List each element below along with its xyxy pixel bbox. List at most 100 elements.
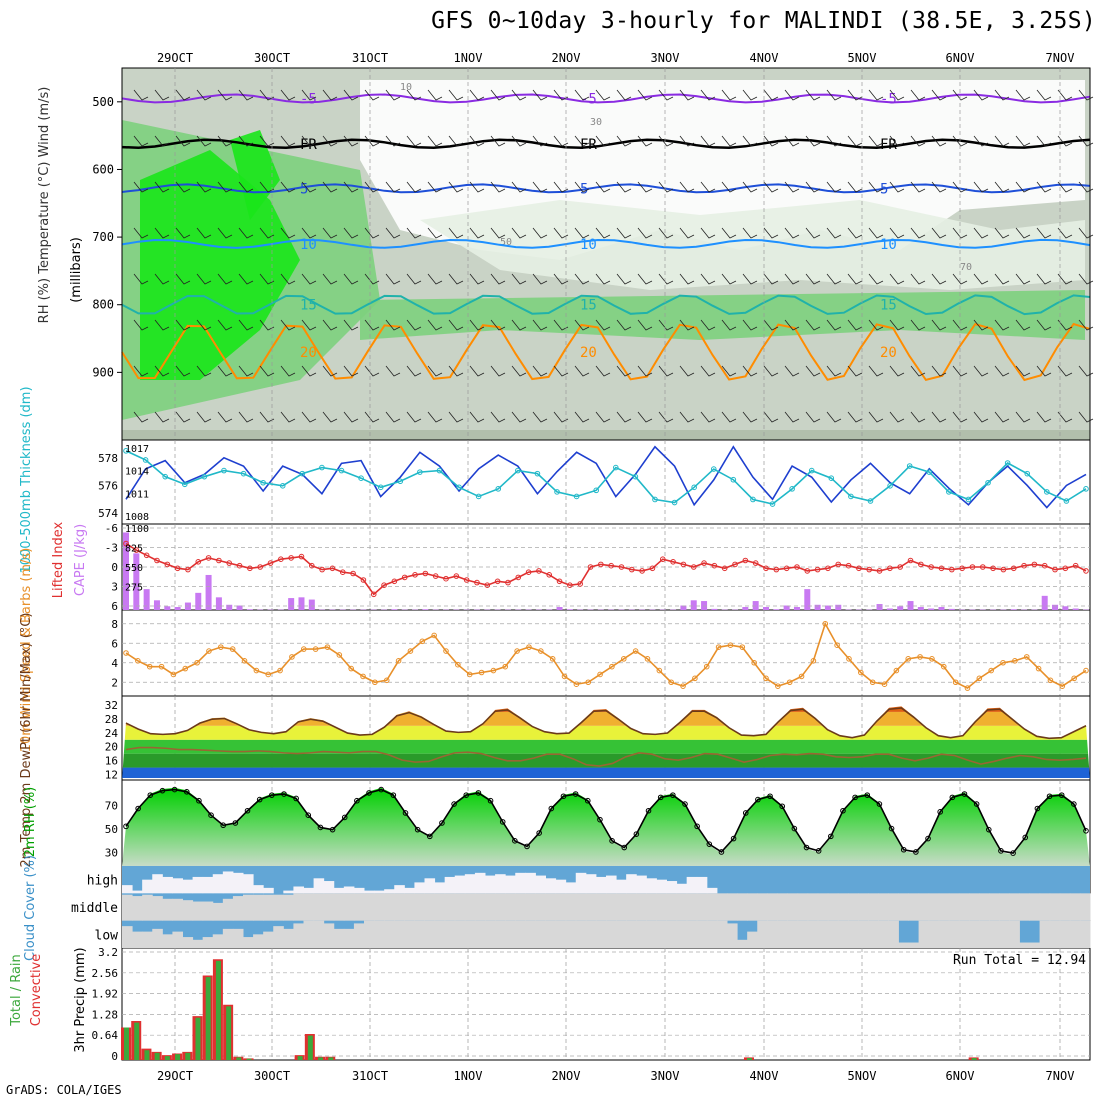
wind-barb (973, 365, 989, 377)
wind-speed-line-marker (727, 642, 734, 649)
wind-speed-line-marker (597, 671, 603, 678)
wind-barb (1078, 227, 1094, 239)
wind-barb (931, 365, 947, 377)
cloud-gap (1049, 920, 1061, 948)
y-tick-label-right: 1011 (125, 489, 149, 500)
rh-line-marker (1010, 850, 1016, 856)
cloud-gap (706, 920, 718, 948)
wind-barb (784, 227, 800, 239)
wind-barb (364, 181, 380, 193)
y-tick-label: 32 (105, 699, 118, 712)
x-tick-label-top: 6NOV (946, 51, 975, 65)
wind-barb (805, 411, 821, 423)
cloud-gap (666, 893, 678, 921)
wind-barb (868, 227, 884, 239)
cape-bar (133, 553, 140, 610)
rh-line-marker (123, 823, 129, 830)
cloud-gap (918, 893, 930, 921)
lifted-index-line-marker (618, 564, 625, 570)
lifted-index-line-marker (195, 559, 202, 565)
wind-barb (322, 411, 338, 423)
temperature-contour-label: 5 (300, 181, 308, 197)
wind-barb (322, 273, 338, 285)
wind-barb (301, 181, 317, 193)
lifted-index-line-marker (536, 568, 542, 574)
cloud-gap (212, 902, 224, 921)
wind-speed-line-marker (466, 671, 473, 678)
wind-barb (322, 365, 338, 377)
cloud-gap (515, 872, 526, 894)
cloud-gap (948, 920, 960, 948)
cloud-gap (767, 920, 778, 948)
wind-barb (364, 411, 380, 423)
wind-barb (490, 227, 506, 239)
cape-bar (174, 607, 181, 610)
lifted-index-line-marker (309, 562, 315, 569)
cloud-gap (606, 875, 617, 894)
y-tick-label: 3 (111, 581, 118, 594)
wind-barb (490, 319, 506, 331)
wind-barb (847, 135, 863, 147)
slp-line-marker (652, 496, 658, 503)
wind-barb (826, 227, 842, 239)
cloud-gap (606, 920, 617, 948)
rh-ylabel: 2m RH (%) (23, 787, 38, 858)
wind-barb (448, 227, 464, 239)
wind-barb (616, 365, 632, 377)
wind-barb (511, 227, 527, 239)
wind-barb (847, 273, 863, 285)
wind-speed-line-marker (277, 667, 283, 674)
cloud-gap (918, 920, 930, 948)
lifted-index-line-marker (546, 572, 553, 578)
rh-line-marker (815, 848, 822, 854)
cloud-gap (626, 893, 637, 921)
precip-rain-bar (195, 1017, 201, 1060)
cloud-gap (797, 920, 809, 948)
lifted-index-line-marker (350, 570, 356, 577)
wind-barb (616, 319, 632, 331)
wind-speed-line-marker (929, 656, 935, 662)
wind-barb (763, 365, 779, 377)
cloud-gap (152, 874, 163, 894)
wind-barb (973, 227, 989, 239)
rh-line-marker (864, 792, 871, 798)
precip-rain-bar (246, 1058, 252, 1060)
cloud-gap (676, 883, 688, 894)
wind-barb (217, 411, 233, 423)
wind-barb (427, 365, 443, 377)
wind-barb (343, 273, 359, 285)
x-tick-label-top: 2NOV (552, 51, 581, 65)
rh-line-marker (694, 823, 700, 830)
cloud-gap (485, 893, 496, 921)
lifted-index-line-marker (1083, 568, 1089, 574)
wind-barb (805, 135, 821, 147)
wind-speed-line-marker (443, 648, 449, 654)
cloud-gap (122, 926, 133, 948)
slp-line-marker (750, 496, 756, 503)
cloud-gap (192, 876, 204, 894)
cloud-gap (323, 923, 335, 948)
wind-barb (616, 135, 632, 147)
cloud-level-label: low (95, 928, 119, 943)
wind-barb (889, 135, 905, 147)
cloud-gap (1049, 893, 1061, 921)
cloud-gap (364, 893, 375, 921)
wind-barb (721, 227, 737, 239)
cloud-gap (525, 872, 536, 894)
cloud-gap (555, 879, 567, 894)
cloud-gap (152, 928, 163, 948)
x-tick-label-bottom: 4NOV (750, 1069, 779, 1083)
wind-barb (1015, 135, 1031, 147)
cloud-gap (253, 885, 264, 894)
cloud-gap (858, 893, 869, 921)
cloud-gap (152, 896, 163, 921)
wind-speed-line-marker (253, 667, 260, 674)
lifted-index-line-marker (164, 561, 171, 568)
rh-line-marker (609, 838, 615, 844)
cloud-gap (555, 893, 567, 921)
cloud-gap (132, 890, 143, 894)
wind-speed-line-marker (407, 648, 414, 654)
wind-barb (154, 411, 170, 423)
rh-line-marker (755, 796, 761, 803)
